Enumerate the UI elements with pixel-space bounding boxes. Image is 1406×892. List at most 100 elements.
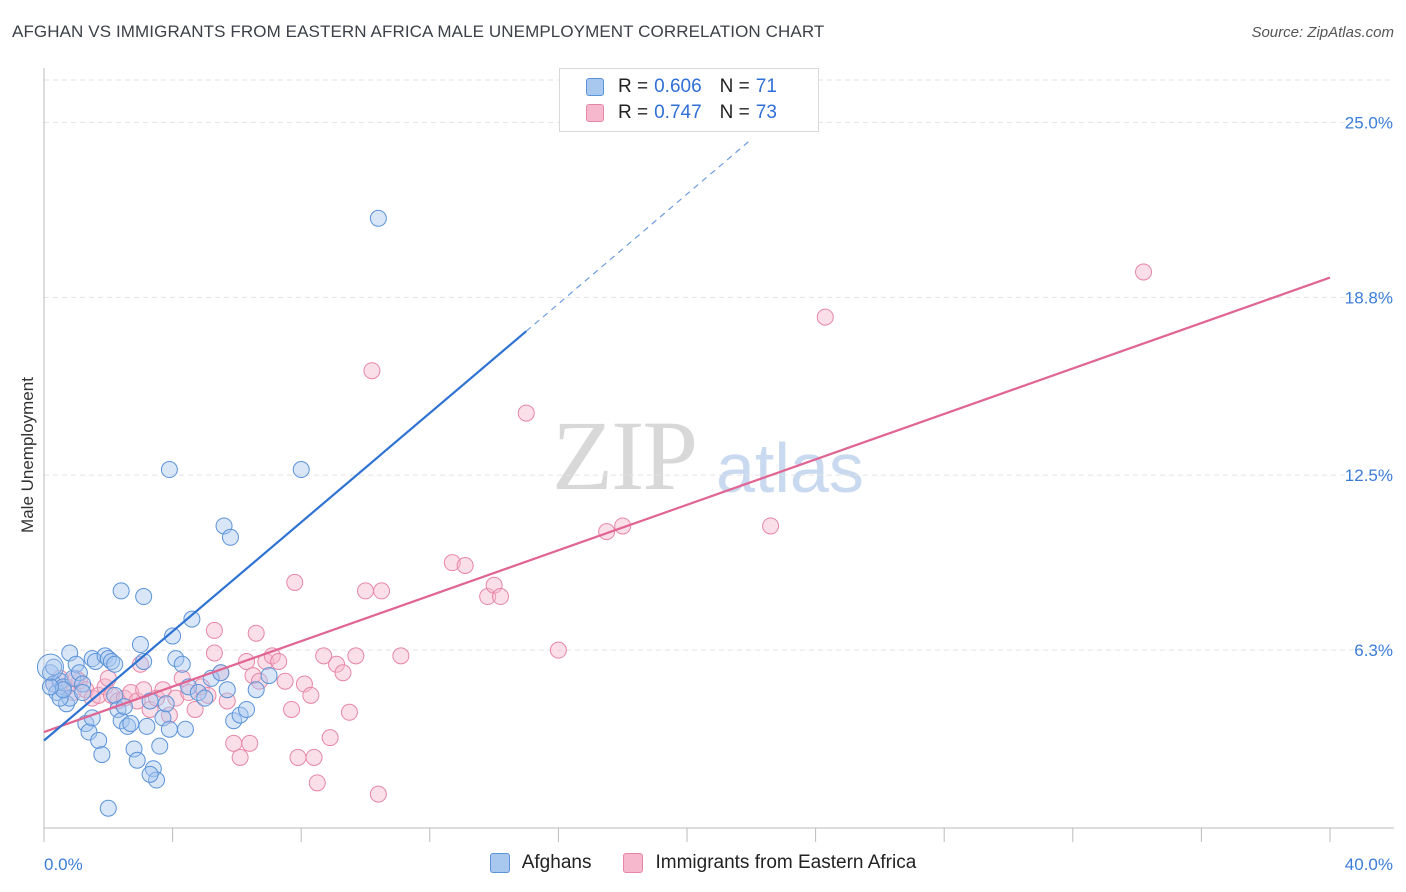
point-afghans — [96, 647, 114, 665]
point-eastern-africa — [549, 641, 567, 659]
point-afghans — [99, 650, 117, 668]
point-eastern-africa — [205, 621, 223, 639]
point-afghans — [70, 664, 88, 682]
points-eastern-africa — [45, 263, 1153, 803]
point-afghans — [64, 669, 82, 687]
point-afghans — [176, 720, 194, 738]
trend-line-afghans — [43, 330, 527, 742]
point-afghans — [128, 751, 146, 769]
point-eastern-africa — [340, 703, 358, 721]
legend-item-afghans[interactable]: Afghans — [489, 852, 592, 874]
legend-row-eastern-africa: R = 0.747 N = 73 — [586, 101, 777, 125]
point-eastern-africa — [270, 652, 288, 670]
point-eastern-africa — [99, 669, 117, 687]
legend-r-value: 0.747 — [654, 102, 702, 123]
point-eastern-africa — [347, 647, 365, 665]
legend-n-value: 73 — [755, 102, 777, 123]
point-eastern-africa — [816, 308, 834, 326]
point-eastern-africa — [77, 681, 95, 699]
legend-label-eastern-africa: Immigrants from Eastern Africa — [655, 852, 917, 873]
point-afghans — [292, 461, 310, 479]
point-afghans — [106, 686, 124, 704]
point-afghans — [41, 678, 59, 696]
point-afghans — [160, 461, 178, 479]
point-eastern-africa — [241, 734, 259, 752]
point-eastern-africa — [357, 582, 374, 600]
legend-swatch-blue — [489, 853, 510, 873]
point-eastern-africa — [205, 644, 223, 662]
point-eastern-africa — [286, 573, 304, 591]
point-afghans — [167, 650, 185, 668]
point-eastern-africa — [369, 785, 387, 803]
legend-n-label: N = — [719, 102, 750, 123]
point-afghans — [74, 684, 92, 702]
point-eastern-africa — [199, 686, 217, 704]
point-afghans — [135, 588, 153, 606]
legend-label-afghans: Afghans — [521, 852, 592, 873]
point-afghans — [144, 760, 162, 778]
point-eastern-africa — [289, 748, 307, 766]
point-afghans — [157, 695, 175, 713]
legend-r-value: 0.606 — [654, 76, 702, 97]
point-eastern-africa — [321, 729, 339, 747]
legend-item-eastern-africa[interactable]: Immigrants from Eastern Africa — [623, 852, 916, 874]
gridlines — [44, 79, 1394, 651]
point-eastern-africa — [225, 734, 243, 752]
point-afghans — [80, 723, 98, 741]
point-afghans — [45, 658, 63, 676]
point-afghans — [189, 684, 207, 702]
point-afghans — [99, 799, 117, 817]
tick-labels: 6.3% 12.5% 18.8% 25.0% 0.0% 40.0% — [44, 113, 1393, 874]
point-eastern-africa — [193, 678, 211, 696]
point-eastern-africa — [1135, 263, 1153, 281]
point-eastern-africa — [373, 582, 391, 600]
point-afghans — [141, 765, 159, 783]
point-eastern-africa — [456, 556, 474, 574]
point-afghans — [106, 655, 124, 673]
point-eastern-africa — [276, 672, 294, 690]
point-eastern-africa — [247, 624, 265, 642]
source-credit: Source: ZipAtlas.com — [1251, 24, 1394, 41]
point-eastern-africa — [283, 700, 301, 718]
point-afghans — [225, 712, 243, 730]
point-eastern-africa — [302, 686, 320, 704]
point-afghans — [112, 582, 130, 600]
point-eastern-africa — [180, 684, 198, 702]
point-afghans — [138, 717, 156, 735]
point-afghans — [41, 664, 59, 682]
point-afghans — [125, 740, 143, 758]
legend-swatch-blue — [586, 78, 604, 96]
point-afghans — [160, 720, 178, 738]
point-afghans — [93, 746, 111, 764]
legend-r-label: R = — [618, 76, 649, 97]
points-afghans — [36, 209, 387, 817]
point-afghans — [183, 610, 201, 628]
y-tick-label: 25.0% — [1345, 113, 1393, 132]
point-eastern-africa — [328, 655, 346, 673]
point-afghans — [103, 652, 121, 670]
point-eastern-africa — [334, 664, 352, 682]
point-eastern-africa — [363, 362, 381, 380]
trend-lines — [43, 138, 1331, 742]
point-afghans — [151, 737, 169, 755]
point-afghans — [119, 717, 137, 735]
legend-n-label: N = — [719, 76, 750, 97]
legend-n-value: 71 — [755, 76, 777, 97]
point-afghans — [148, 771, 166, 789]
legend-swatch-pink — [623, 853, 644, 873]
point-afghans — [131, 636, 149, 654]
point-afghans-cluster — [36, 653, 64, 681]
point-eastern-africa — [315, 647, 333, 665]
legend-row-afghans: R = 0.606 N = 71 — [586, 75, 777, 99]
series-legend: Afghans Immigrants from Eastern Africa — [0, 852, 1406, 874]
point-afghans — [218, 681, 236, 699]
point-afghans — [173, 655, 191, 673]
point-eastern-africa — [308, 774, 326, 792]
point-afghans — [90, 731, 108, 749]
point-afghans — [61, 689, 79, 707]
point-afghans — [369, 209, 387, 227]
point-afghans — [164, 627, 182, 645]
trend-line-afghans-extension — [525, 138, 752, 332]
chart-title: AFGHAN VS IMMIGRANTS FROM EASTERN AFRICA… — [12, 22, 825, 41]
y-tick-label: 6.3% — [1354, 641, 1393, 660]
